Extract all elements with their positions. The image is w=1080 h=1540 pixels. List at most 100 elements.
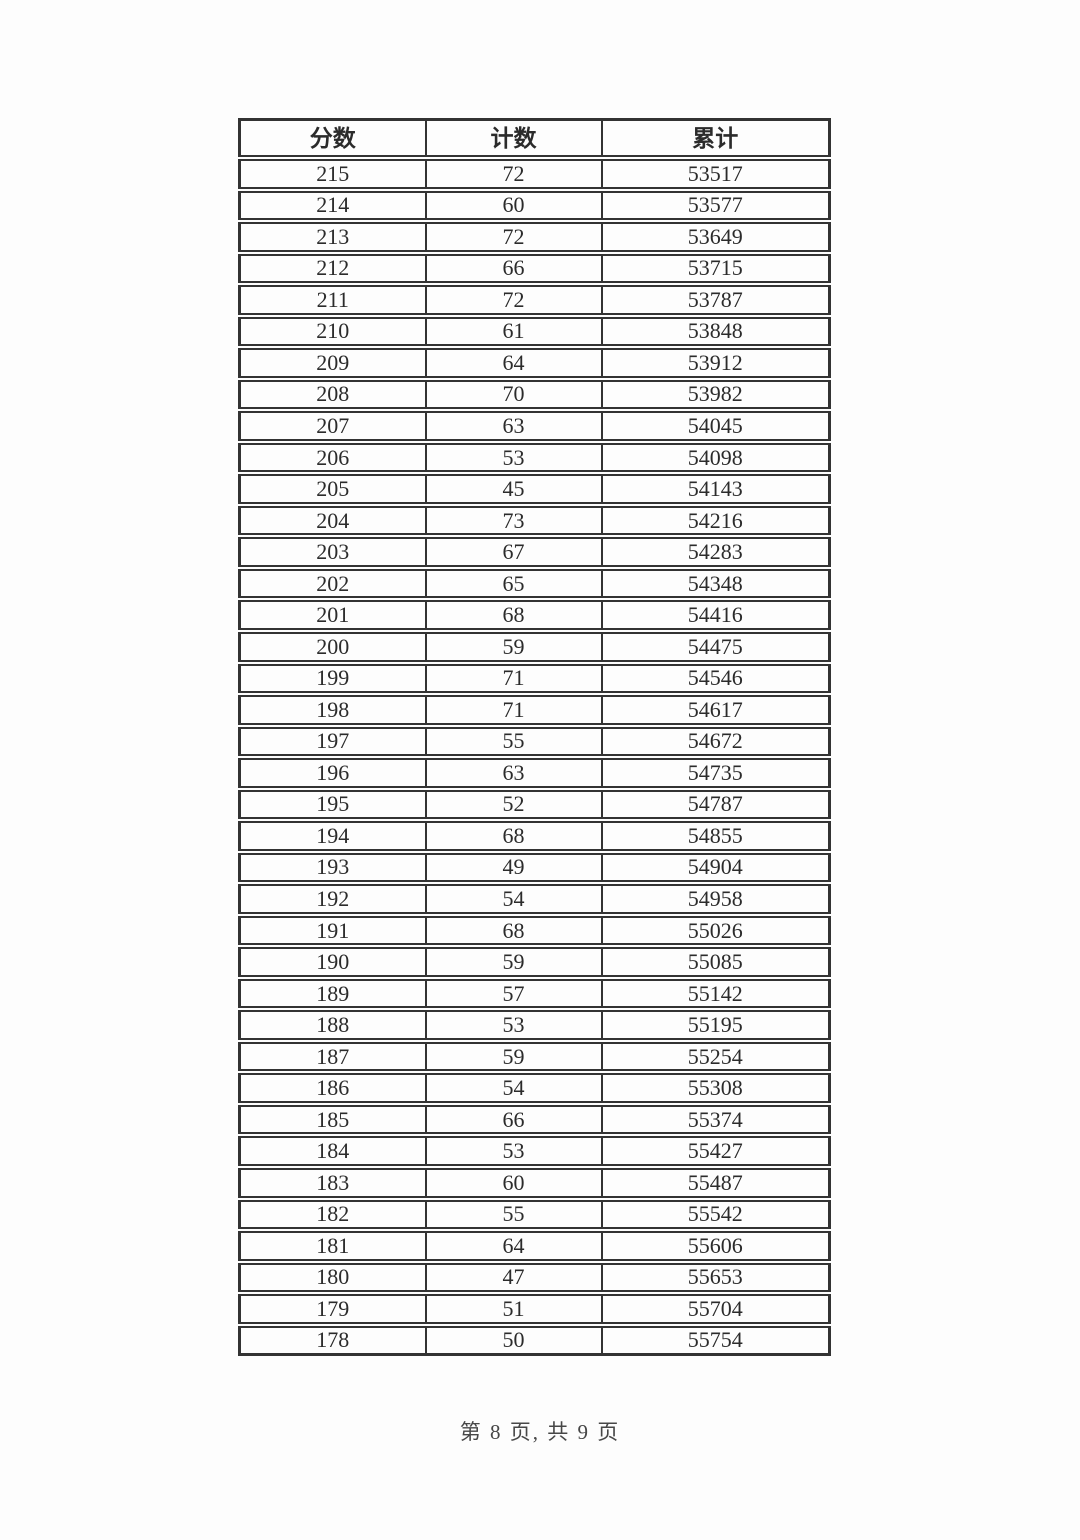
cumulative-cell: 55606	[600, 1227, 831, 1265]
table-row: 198 71 54617	[238, 691, 831, 729]
cumulative-cell: 55374	[600, 1100, 831, 1139]
count-cell: 66	[424, 1100, 603, 1139]
cumulative-cell: 54787	[600, 785, 831, 824]
count-cell: 63	[424, 407, 603, 445]
table-row: 215 72 53517	[238, 155, 831, 193]
score-cell: 187	[238, 1037, 427, 1076]
score-cell: 205	[238, 470, 427, 508]
cumulative-cell: 53715	[600, 249, 831, 288]
count-cell: 59	[424, 1037, 603, 1076]
score-cell: 194	[238, 817, 427, 855]
count-cell: 71	[424, 659, 603, 697]
cumulative-cell: 54904	[600, 848, 831, 887]
table-row: 188 53 55195	[238, 1006, 831, 1044]
score-cell: 200	[238, 628, 427, 666]
cumulative-cell: 53517	[600, 155, 831, 193]
count-cell: 60	[424, 186, 603, 225]
table-row: 195 52 54787	[238, 785, 831, 824]
table-row: 193 49 54904	[238, 848, 831, 887]
table-row: 181 64 55606	[238, 1227, 831, 1265]
score-cell: 190	[238, 943, 427, 981]
count-cell: 57	[424, 974, 603, 1013]
count-cell: 64	[424, 1227, 603, 1265]
count-cell: 55	[424, 1195, 603, 1234]
score-cell: 213	[238, 218, 427, 256]
cumulative-cell: 54958	[600, 880, 831, 918]
count-cell: 45	[424, 470, 603, 508]
table-row: 213 72 53649	[238, 218, 831, 256]
count-cell: 49	[424, 848, 603, 887]
score-cell: 212	[238, 249, 427, 288]
cumulative-cell: 54348	[600, 564, 831, 603]
count-cell: 63	[424, 754, 603, 792]
score-cell: 193	[238, 848, 427, 887]
cumulative-cell: 55026	[600, 911, 831, 950]
table-row: 191 68 55026	[238, 911, 831, 950]
score-cell: 204	[238, 501, 427, 540]
table-row: 189 57 55142	[238, 974, 831, 1013]
cumulative-cell: 54216	[600, 501, 831, 540]
score-cell: 211	[238, 281, 427, 319]
score-cell: 202	[238, 564, 427, 603]
score-cell: 208	[238, 375, 427, 414]
cumulative-cell: 55653	[600, 1258, 831, 1297]
score-cell: 186	[238, 1069, 427, 1107]
cumulative-cell: 55254	[600, 1037, 831, 1076]
table-row: 203 67 54283	[238, 533, 831, 571]
cumulative-cell: 54735	[600, 754, 831, 792]
score-cell: 214	[238, 186, 427, 225]
score-cell: 196	[238, 754, 427, 792]
cumulative-cell: 54098	[600, 438, 831, 477]
score-cell: 185	[238, 1100, 427, 1139]
cumulative-cell: 53982	[600, 375, 831, 414]
table-row: 210 61 53848	[238, 312, 831, 351]
table-row: 199 71 54546	[238, 659, 831, 697]
score-cell: 183	[238, 1164, 427, 1202]
cumulative-cell: 54855	[600, 817, 831, 855]
score-cell: 207	[238, 407, 427, 445]
page-number-footer: 第 8 页, 共 9 页	[459, 1420, 621, 1444]
table-row: 200 59 54475	[238, 628, 831, 666]
count-cell: 68	[424, 911, 603, 950]
table-row: 192 54 54958	[238, 880, 831, 918]
cumulative-cell: 54143	[600, 470, 831, 508]
score-distribution-table: 分数 计数 累计 215 72 53517 214 60 53577 213 72 53649 2…	[238, 118, 831, 1356]
table-row: 183 60 55487	[238, 1164, 831, 1202]
count-cell: 67	[424, 533, 603, 571]
table-row: 202 65 54348	[238, 564, 831, 603]
table-row: 180 47 55653	[238, 1258, 831, 1297]
table-row: 201 68 54416	[238, 596, 831, 634]
table-row: 212 66 53715	[238, 249, 831, 288]
cumulative-cell: 54416	[600, 596, 831, 634]
cumulative-cell: 55427	[600, 1132, 831, 1170]
table-row: 196 63 54735	[238, 754, 831, 792]
cumulative-cell: 54045	[600, 407, 831, 445]
score-cell: 209	[238, 344, 427, 382]
count-cell: 73	[424, 501, 603, 540]
score-cell: 197	[238, 722, 427, 761]
score-cell: 215	[238, 155, 427, 193]
cumulative-cell: 55542	[600, 1195, 831, 1234]
table-row: 187 59 55254	[238, 1037, 831, 1076]
cumulative-cell: 55142	[600, 974, 831, 1013]
count-cell: 70	[424, 375, 603, 414]
cumulative-cell: 54283	[600, 533, 831, 571]
count-cell: 54	[424, 1069, 603, 1107]
count-cell: 66	[424, 249, 603, 288]
table-row: 184 53 55427	[238, 1132, 831, 1170]
score-cell: 181	[238, 1227, 427, 1265]
count-cell: 47	[424, 1258, 603, 1297]
count-cell: 61	[424, 312, 603, 351]
score-cell: 198	[238, 691, 427, 729]
cumulative-cell: 54475	[600, 628, 831, 666]
count-cell: 52	[424, 785, 603, 824]
count-cell: 59	[424, 943, 603, 981]
cumulative-cell: 55704	[600, 1290, 831, 1328]
count-cell: 72	[424, 281, 603, 319]
header-row: 分数 计数 累计	[238, 118, 831, 161]
count-cell: 55	[424, 722, 603, 761]
count-cell: 68	[424, 596, 603, 634]
score-cell: 199	[238, 659, 427, 697]
score-cell: 182	[238, 1195, 427, 1234]
